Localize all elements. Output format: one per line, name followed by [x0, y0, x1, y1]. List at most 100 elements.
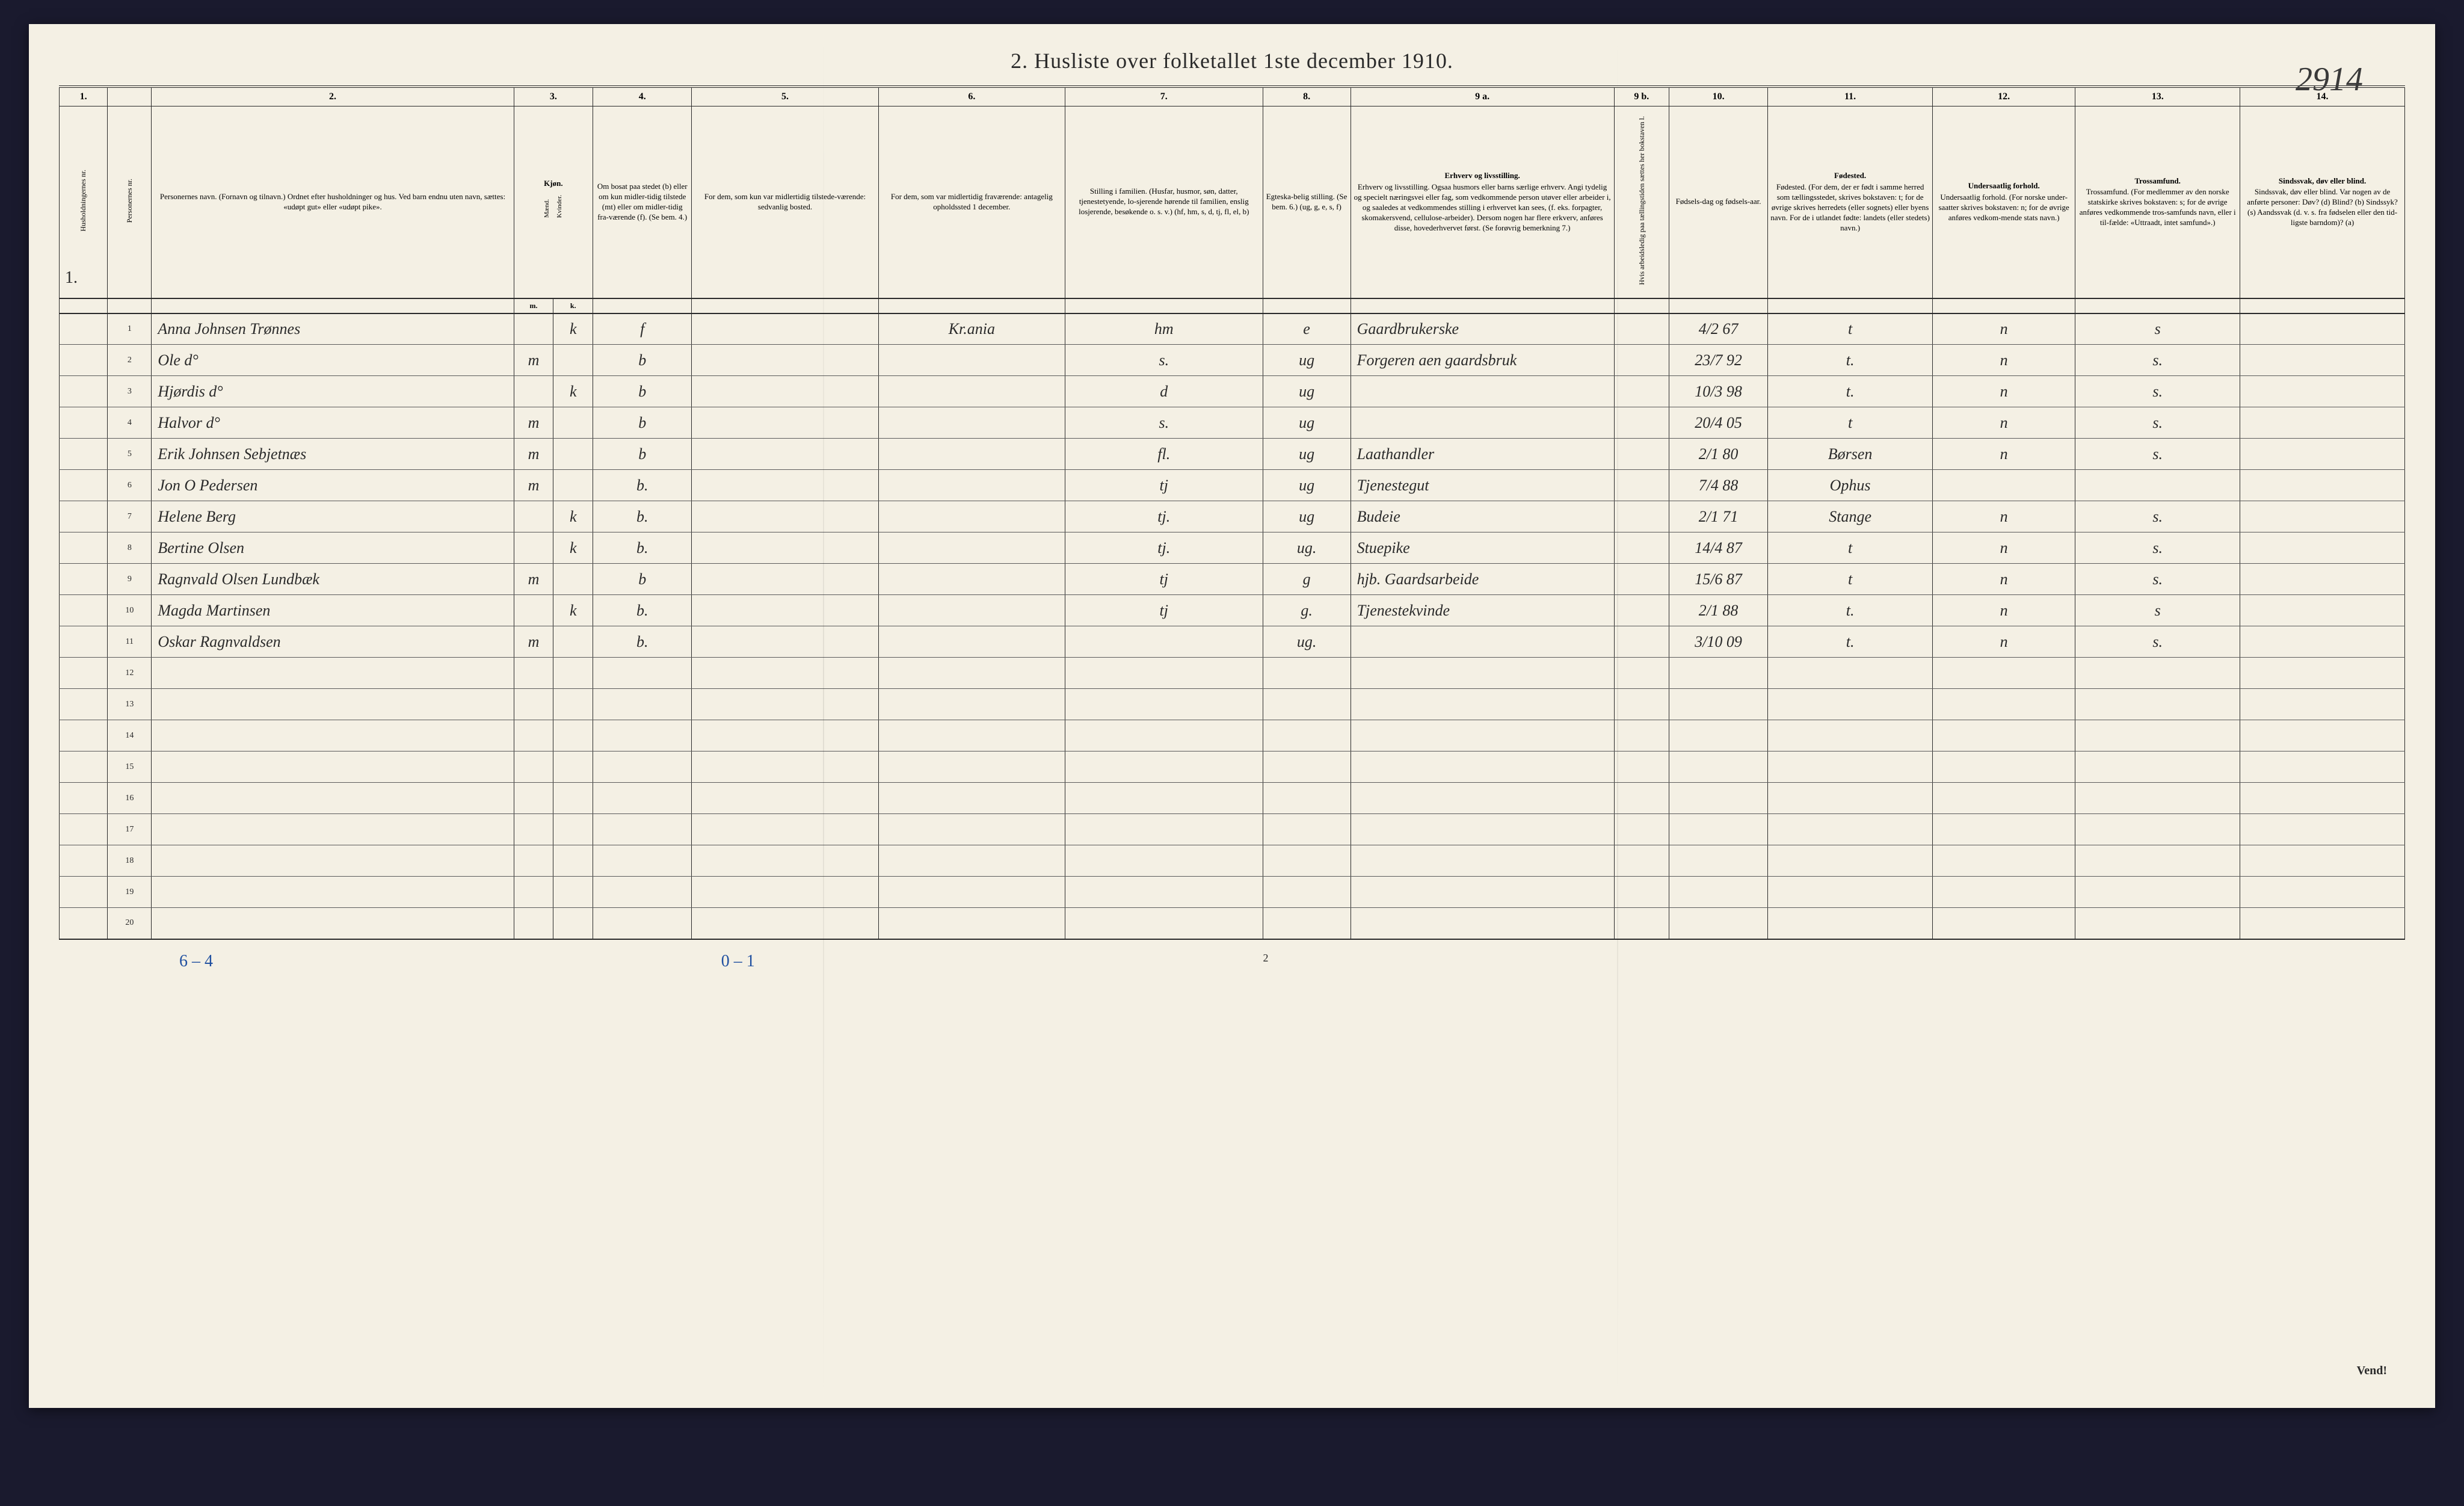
header-birthdate: Fødsels-dag og fødsels-aar. [1669, 106, 1767, 298]
header-disability: Sindssvak, døv eller blind.Sindssvak, dø… [2240, 106, 2405, 298]
cell: s. [2075, 626, 2240, 658]
cell: 9 [108, 564, 152, 595]
cell: 2/1 80 [1669, 439, 1767, 470]
cell: g [1263, 564, 1351, 595]
header-name: Personernes navn. (Fornavn og tilnavn.) … [152, 106, 514, 298]
cell: b [593, 345, 692, 376]
cell: s. [2075, 532, 2240, 564]
cell [1614, 658, 1669, 689]
cell [1614, 877, 1669, 908]
table-row-empty: 18 [60, 845, 2405, 877]
page-number-bottom: 2 [1263, 952, 1269, 971]
column-number [108, 87, 152, 106]
cell [1669, 720, 1767, 751]
cell: n [1933, 501, 2075, 532]
cell [2240, 751, 2405, 783]
footer-blue-1: 6 – 4 [179, 952, 213, 971]
cell [878, 783, 1065, 814]
header-marital: Egteska-belig stilling. (Se bem. 6.) (ug… [1263, 106, 1351, 298]
cell [60, 376, 108, 407]
cell [1263, 877, 1351, 908]
cell [1669, 751, 1767, 783]
cell: ug. [1263, 532, 1351, 564]
cell [1263, 783, 1351, 814]
cell: m [514, 470, 553, 501]
cell: f [593, 313, 692, 345]
cell: Halvor d° [152, 407, 514, 439]
cell [1933, 814, 2075, 845]
cell [60, 877, 108, 908]
cell [1614, 501, 1669, 532]
cell [2075, 751, 2240, 783]
cell: 7/4 88 [1669, 470, 1767, 501]
cell: ug [1263, 470, 1351, 501]
cell: Bertine Olsen [152, 532, 514, 564]
table-row-empty: 14 [60, 720, 2405, 751]
cell [1768, 845, 1933, 877]
header-birthplace: Fødested.Fødested. (For dem, der er født… [1768, 106, 1933, 298]
cell: 3 [108, 376, 152, 407]
column-number: 8. [1263, 87, 1351, 106]
cell: 13 [108, 689, 152, 720]
cell: 4 [108, 407, 152, 439]
cell [2075, 689, 2240, 720]
cell [692, 751, 878, 783]
cell [1065, 658, 1263, 689]
cell: b [593, 439, 692, 470]
cell [2075, 814, 2240, 845]
cell: t. [1768, 595, 1933, 626]
cell [593, 814, 692, 845]
cell [2075, 908, 2240, 939]
cell [692, 689, 878, 720]
cell [1351, 720, 1614, 751]
cell [1614, 407, 1669, 439]
cell: s. [1065, 407, 1263, 439]
cell: Stuepike [1351, 532, 1614, 564]
subheader-male: m. [514, 298, 553, 313]
cell [553, 783, 593, 814]
cell [593, 908, 692, 939]
cell [60, 439, 108, 470]
cell: fl. [1065, 439, 1263, 470]
cell [1933, 751, 2075, 783]
cell [152, 877, 514, 908]
cell [1351, 845, 1614, 877]
cell [2240, 376, 2405, 407]
cell [60, 313, 108, 345]
cell [553, 470, 593, 501]
cell: hm [1065, 313, 1263, 345]
cell [692, 564, 878, 595]
cell [60, 720, 108, 751]
cell: 4/2 67 [1669, 313, 1767, 345]
table-row: 5Erik Johnsen Sebjetnæsmbfl.ugLaathandle… [60, 439, 2405, 470]
cell [60, 532, 108, 564]
table-row: 9Ragnvald Olsen Lundbækmbtjghjb. Gaardsa… [60, 564, 2405, 595]
cell: Tjenestekvinde [1351, 595, 1614, 626]
header-sex: Kjøn.Mænd. Kvinder. [514, 106, 593, 298]
cell [1614, 783, 1669, 814]
cell [514, 877, 553, 908]
table-row: 6Jon O Pedersenmb.tjugTjenestegut7/4 88O… [60, 470, 2405, 501]
cell [1614, 689, 1669, 720]
cell [692, 345, 878, 376]
cell [60, 345, 108, 376]
cell [60, 814, 108, 845]
cell [1768, 814, 1933, 845]
cell [1263, 689, 1351, 720]
cell: Laathandler [1351, 439, 1614, 470]
cell [553, 345, 593, 376]
cell: n [1933, 626, 2075, 658]
cell: n [1933, 345, 2075, 376]
cell [593, 877, 692, 908]
cell [878, 689, 1065, 720]
cell [692, 470, 878, 501]
cell [514, 783, 553, 814]
cell: e [1263, 313, 1351, 345]
cell: b. [593, 501, 692, 532]
cell: 11 [108, 626, 152, 658]
cell [1614, 595, 1669, 626]
cell [553, 439, 593, 470]
cell [1614, 345, 1669, 376]
cell [878, 877, 1065, 908]
cell: 2/1 71 [1669, 501, 1767, 532]
